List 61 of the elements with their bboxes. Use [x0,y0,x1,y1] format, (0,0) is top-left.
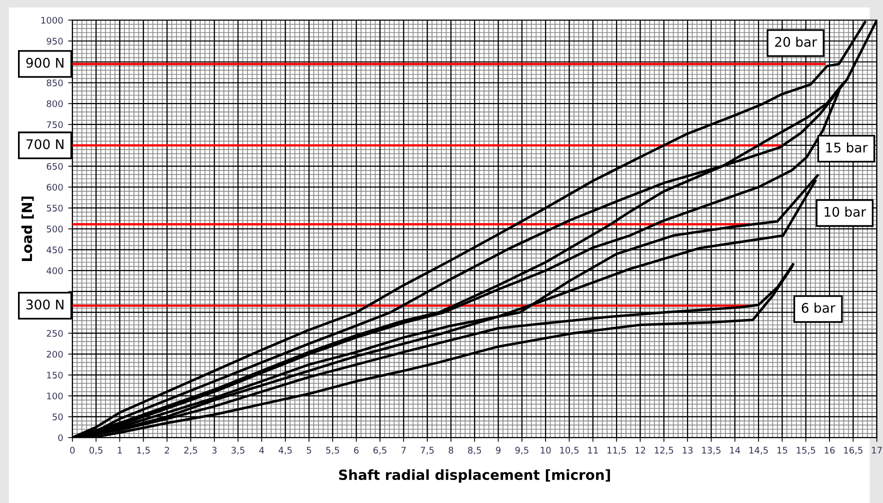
y-tick-label: 950 [46,38,63,45]
x-tick-label: 7 [402,446,406,454]
y-tick-label: 650 [46,162,63,170]
x-tick-label: 12,5 [654,446,674,455]
text: 900 N [26,58,64,68]
y-tick-label: 250 [46,330,63,337]
x-tick-label: 15 [777,446,788,454]
y-tick-label: 850 [46,79,63,86]
x-tick-label: 13 [682,446,693,454]
y-tick-label: 50 [52,413,63,420]
y-tick-label: 100 [47,392,63,400]
x-tick-label: 2 [164,446,170,454]
y-tick-label: 750 [46,121,63,128]
x-tick-label: 1 [118,446,122,454]
x-tick-label: 11,5 [608,446,626,455]
x-tick-label: 16 [824,446,835,454]
x-tick-label: 3 [212,446,217,454]
y-tick-label: 800 [46,100,63,108]
x-tick-label: 13,5 [702,446,720,455]
x-tick-label: 8 [448,446,454,454]
x-tick-label: 0,5 [89,446,102,455]
x-tick-label: 11 [588,446,598,454]
x-tick-label: 15,5 [796,446,816,455]
x-tick-label: 6,5 [373,446,386,455]
x-tick-label: 5 [306,446,312,454]
y-tick-label: 150 [47,372,63,379]
x-tick-label: 17 [872,446,882,454]
y-tick-label: 500 [46,226,63,232]
x-tick-label: 8,5 [468,446,482,455]
x-tick-label: 3,5 [232,446,244,455]
y-tick-label: 0 [58,434,63,442]
x-tick-label: 10 [540,446,551,454]
annotation: 15 bar [826,142,868,153]
y-tick-label: 200 [46,350,63,358]
x-tick-label: 0 [70,446,75,454]
y-axis-title: Load [N] [21,196,34,262]
x-tick-label: 10,5 [560,446,579,455]
x-tick-label: 12 [635,446,646,454]
y-tick-label: 600 [46,184,63,191]
text: 700 N [26,139,64,150]
x-tick-label: 14 [730,446,740,454]
y-tick-label: 1000 [41,16,63,24]
x-tick-label: 4,5 [278,446,292,455]
x-tick-label: 7,5 [420,446,434,455]
annotation: 6 bar [802,302,836,313]
y-tick-label: 450 [46,246,63,254]
x-tick-label: 4 [259,446,264,454]
annotation: 20 bar [775,36,818,47]
x-tick-label: 9,5 [515,446,528,455]
x-tick-label: 9 [496,446,501,454]
y-tick-label: 550 [46,204,63,212]
y-tick-label: 400 [46,267,63,274]
x-tick-label: 16,5 [844,446,862,455]
x-tick-label: 6 [354,446,359,454]
x-tick-label: 2,5 [184,446,198,455]
x-tick-label: 14,5 [749,446,768,455]
x-tick-label: 5,5 [326,446,340,455]
x-axis-title: Shaft radial displacement [micron] [339,469,610,483]
x-tick-label: 1,5 [137,446,150,455]
annotation: 10 bar [824,206,866,217]
text: 300 N [26,300,64,310]
